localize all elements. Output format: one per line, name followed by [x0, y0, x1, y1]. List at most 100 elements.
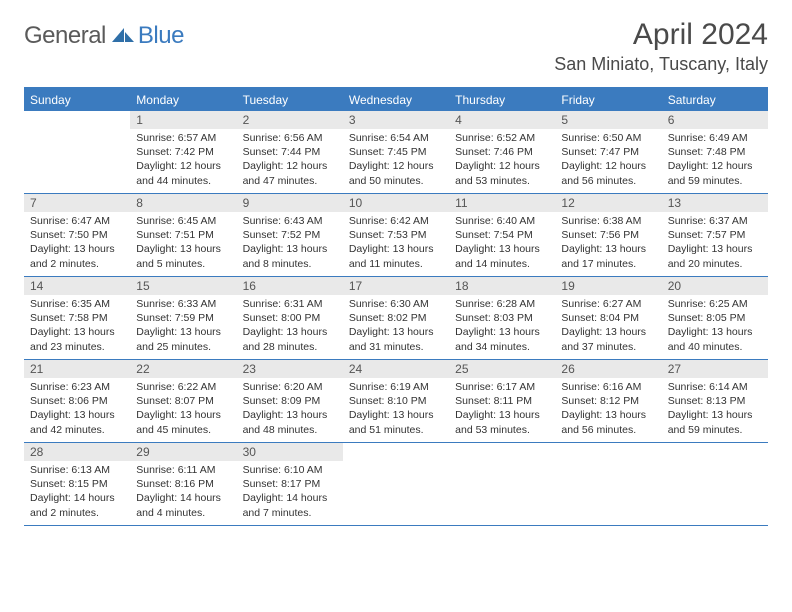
day-cell — [343, 443, 449, 525]
daylight-text: Daylight: 13 hours and 2 minutes. — [30, 242, 124, 270]
day-cell — [662, 443, 768, 525]
day-header-cell: Friday — [555, 89, 661, 111]
sunrise-text: Sunrise: 6:17 AM — [455, 380, 549, 394]
sunset-text: Sunset: 7:48 PM — [668, 145, 762, 159]
daylight-text: Daylight: 12 hours and 50 minutes. — [349, 159, 443, 187]
day-details: Sunrise: 6:28 AMSunset: 8:03 PMDaylight:… — [449, 295, 555, 358]
day-cell: 14Sunrise: 6:35 AMSunset: 7:58 PMDayligh… — [24, 277, 130, 359]
sunset-text: Sunset: 8:02 PM — [349, 311, 443, 325]
sunrise-text: Sunrise: 6:38 AM — [561, 214, 655, 228]
day-details: Sunrise: 6:22 AMSunset: 8:07 PMDaylight:… — [130, 378, 236, 441]
daylight-text: Daylight: 12 hours and 44 minutes. — [136, 159, 230, 187]
day-number: 3 — [343, 111, 449, 129]
sunset-text: Sunset: 8:15 PM — [30, 477, 124, 491]
daylight-text: Daylight: 14 hours and 2 minutes. — [30, 491, 124, 519]
week-row: 14Sunrise: 6:35 AMSunset: 7:58 PMDayligh… — [24, 277, 768, 360]
sunrise-text: Sunrise: 6:22 AM — [136, 380, 230, 394]
day-number — [449, 443, 555, 461]
day-number: 25 — [449, 360, 555, 378]
day-number: 23 — [237, 360, 343, 378]
sunset-text: Sunset: 8:12 PM — [561, 394, 655, 408]
day-cell: 26Sunrise: 6:16 AMSunset: 8:12 PMDayligh… — [555, 360, 661, 442]
sunrise-text: Sunrise: 6:56 AM — [243, 131, 337, 145]
sunset-text: Sunset: 8:00 PM — [243, 311, 337, 325]
day-number: 1 — [130, 111, 236, 129]
sunrise-text: Sunrise: 6:52 AM — [455, 131, 549, 145]
sunrise-text: Sunrise: 6:54 AM — [349, 131, 443, 145]
sunset-text: Sunset: 7:47 PM — [561, 145, 655, 159]
day-cell: 29Sunrise: 6:11 AMSunset: 8:16 PMDayligh… — [130, 443, 236, 525]
sunrise-text: Sunrise: 6:35 AM — [30, 297, 124, 311]
day-cell: 11Sunrise: 6:40 AMSunset: 7:54 PMDayligh… — [449, 194, 555, 276]
daylight-text: Daylight: 13 hours and 23 minutes. — [30, 325, 124, 353]
sunrise-text: Sunrise: 6:20 AM — [243, 380, 337, 394]
week-row: 7Sunrise: 6:47 AMSunset: 7:50 PMDaylight… — [24, 194, 768, 277]
day-details: Sunrise: 6:10 AMSunset: 8:17 PMDaylight:… — [237, 461, 343, 524]
day-cell: 4Sunrise: 6:52 AMSunset: 7:46 PMDaylight… — [449, 111, 555, 193]
day-details: Sunrise: 6:30 AMSunset: 8:02 PMDaylight:… — [343, 295, 449, 358]
day-number: 10 — [343, 194, 449, 212]
week-row: 28Sunrise: 6:13 AMSunset: 8:15 PMDayligh… — [24, 443, 768, 526]
day-cell: 28Sunrise: 6:13 AMSunset: 8:15 PMDayligh… — [24, 443, 130, 525]
logo-text-blue: Blue — [138, 22, 184, 50]
sunset-text: Sunset: 7:45 PM — [349, 145, 443, 159]
daylight-text: Daylight: 13 hours and 31 minutes. — [349, 325, 443, 353]
sunset-text: Sunset: 8:03 PM — [455, 311, 549, 325]
sunset-text: Sunset: 7:51 PM — [136, 228, 230, 242]
day-header-cell: Monday — [130, 89, 236, 111]
day-cell: 16Sunrise: 6:31 AMSunset: 8:00 PMDayligh… — [237, 277, 343, 359]
day-cell: 6Sunrise: 6:49 AMSunset: 7:48 PMDaylight… — [662, 111, 768, 193]
day-number: 30 — [237, 443, 343, 461]
sunrise-text: Sunrise: 6:23 AM — [30, 380, 124, 394]
day-cell: 9Sunrise: 6:43 AMSunset: 7:52 PMDaylight… — [237, 194, 343, 276]
day-details: Sunrise: 6:43 AMSunset: 7:52 PMDaylight:… — [237, 212, 343, 275]
sunset-text: Sunset: 7:57 PM — [668, 228, 762, 242]
day-number: 22 — [130, 360, 236, 378]
sunset-text: Sunset: 7:42 PM — [136, 145, 230, 159]
day-number — [24, 111, 130, 129]
header: General Blue April 2024 San Miniato, Tus… — [0, 0, 792, 79]
sunset-text: Sunset: 8:10 PM — [349, 394, 443, 408]
day-cell: 8Sunrise: 6:45 AMSunset: 7:51 PMDaylight… — [130, 194, 236, 276]
sunrise-text: Sunrise: 6:50 AM — [561, 131, 655, 145]
day-header-row: SundayMondayTuesdayWednesdayThursdayFrid… — [24, 89, 768, 111]
day-details: Sunrise: 6:54 AMSunset: 7:45 PMDaylight:… — [343, 129, 449, 192]
sunset-text: Sunset: 8:05 PM — [668, 311, 762, 325]
day-details: Sunrise: 6:14 AMSunset: 8:13 PMDaylight:… — [662, 378, 768, 441]
day-number: 11 — [449, 194, 555, 212]
day-number: 5 — [555, 111, 661, 129]
daylight-text: Daylight: 13 hours and 51 minutes. — [349, 408, 443, 436]
day-details: Sunrise: 6:35 AMSunset: 7:58 PMDaylight:… — [24, 295, 130, 358]
daylight-text: Daylight: 13 hours and 8 minutes. — [243, 242, 337, 270]
day-number: 14 — [24, 277, 130, 295]
sunrise-text: Sunrise: 6:16 AM — [561, 380, 655, 394]
sunset-text: Sunset: 7:54 PM — [455, 228, 549, 242]
day-details: Sunrise: 6:33 AMSunset: 7:59 PMDaylight:… — [130, 295, 236, 358]
sunrise-text: Sunrise: 6:37 AM — [668, 214, 762, 228]
sunset-text: Sunset: 8:07 PM — [136, 394, 230, 408]
day-number: 26 — [555, 360, 661, 378]
sunrise-text: Sunrise: 6:31 AM — [243, 297, 337, 311]
day-number: 4 — [449, 111, 555, 129]
day-details: Sunrise: 6:20 AMSunset: 8:09 PMDaylight:… — [237, 378, 343, 441]
daylight-text: Daylight: 13 hours and 53 minutes. — [455, 408, 549, 436]
day-details: Sunrise: 6:17 AMSunset: 8:11 PMDaylight:… — [449, 378, 555, 441]
daylight-text: Daylight: 13 hours and 34 minutes. — [455, 325, 549, 353]
sunrise-text: Sunrise: 6:47 AM — [30, 214, 124, 228]
day-number: 28 — [24, 443, 130, 461]
sunset-text: Sunset: 8:17 PM — [243, 477, 337, 491]
daylight-text: Daylight: 13 hours and 11 minutes. — [349, 242, 443, 270]
sunset-text: Sunset: 7:58 PM — [30, 311, 124, 325]
day-cell: 27Sunrise: 6:14 AMSunset: 8:13 PMDayligh… — [662, 360, 768, 442]
sunset-text: Sunset: 7:56 PM — [561, 228, 655, 242]
day-number — [662, 443, 768, 461]
daylight-text: Daylight: 12 hours and 53 minutes. — [455, 159, 549, 187]
daylight-text: Daylight: 13 hours and 59 minutes. — [668, 408, 762, 436]
location-label: San Miniato, Tuscany, Italy — [554, 54, 768, 75]
sunset-text: Sunset: 8:06 PM — [30, 394, 124, 408]
sunset-text: Sunset: 7:52 PM — [243, 228, 337, 242]
sunrise-text: Sunrise: 6:30 AM — [349, 297, 443, 311]
sunset-text: Sunset: 8:13 PM — [668, 394, 762, 408]
daylight-text: Daylight: 14 hours and 4 minutes. — [136, 491, 230, 519]
sunrise-text: Sunrise: 6:25 AM — [668, 297, 762, 311]
